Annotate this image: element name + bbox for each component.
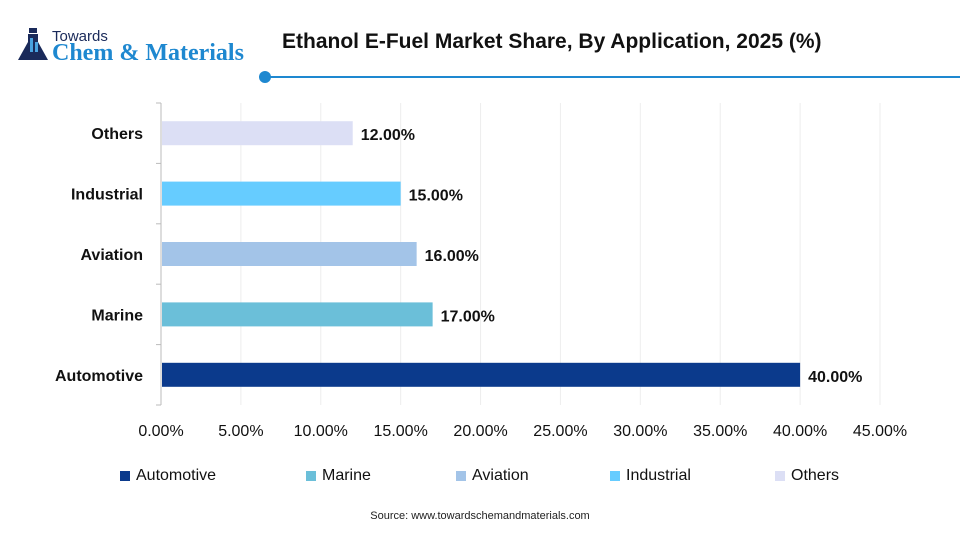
bar-aviation [162,242,417,266]
logo-line1: Towards [52,28,108,45]
legend-item: Others [775,467,839,485]
x-tick-label: 40.00% [773,423,827,440]
source: Source: www.towardschemandmaterials.com [370,510,590,522]
legend-swatch [610,471,620,481]
title-rule [265,76,960,78]
chart-title: Ethanol E-Fuel Market Share, By Applicat… [282,30,822,53]
legend-item: Marine [306,467,371,485]
x-tick-label: 10.00% [294,423,348,440]
legend-item: Aviation [456,467,529,485]
logo-line2: Chem & Materials [52,40,244,66]
legend-swatch [120,471,130,481]
legend-label: Others [791,467,840,484]
data-label: 16.00% [425,248,479,265]
category-label: Marine [91,307,143,324]
x-tick-label: 5.00% [218,423,263,440]
data-label: 12.00% [361,127,415,144]
legend-item: Industrial [610,467,691,485]
title-rule-dot [259,71,271,83]
x-tick-label: 15.00% [374,423,428,440]
x-tick-label: 30.00% [613,423,667,440]
legend-label: Automotive [136,467,217,484]
legend-label: Industrial [626,467,691,484]
bar-marine [162,302,433,327]
category-label: Others [91,126,143,143]
legend-swatch [456,471,466,481]
data-label: 40.00% [808,369,862,386]
x-tick-label: 45.00% [853,423,907,440]
x-tick-label: 25.00% [533,423,587,440]
x-tick-label: 20.00% [453,423,507,440]
legend-item: Automotive [120,467,216,485]
flask-icon [18,28,48,60]
bar-automotive [162,362,801,387]
legend-swatch [306,471,316,481]
x-tick-label: 0.00% [138,423,183,440]
category-label: Industrial [71,187,143,204]
data-label: 17.00% [441,308,495,325]
category-label: Aviation [80,247,143,264]
category-label: Automotive [55,368,143,385]
data-label: 15.00% [409,188,463,205]
logo: Towards Chem & Materials [16,26,244,67]
x-tick-label: 35.00% [693,423,747,440]
bar-industrial [162,181,401,206]
bar-others [162,121,353,146]
legend-label: Aviation [472,467,529,484]
bar-chart: 0.00% 5.00% 10.00% 15.00% 20.00% 25.00% 30.00%… [55,102,907,440]
legend-swatch [775,471,785,481]
legend-label: Marine [322,467,371,484]
